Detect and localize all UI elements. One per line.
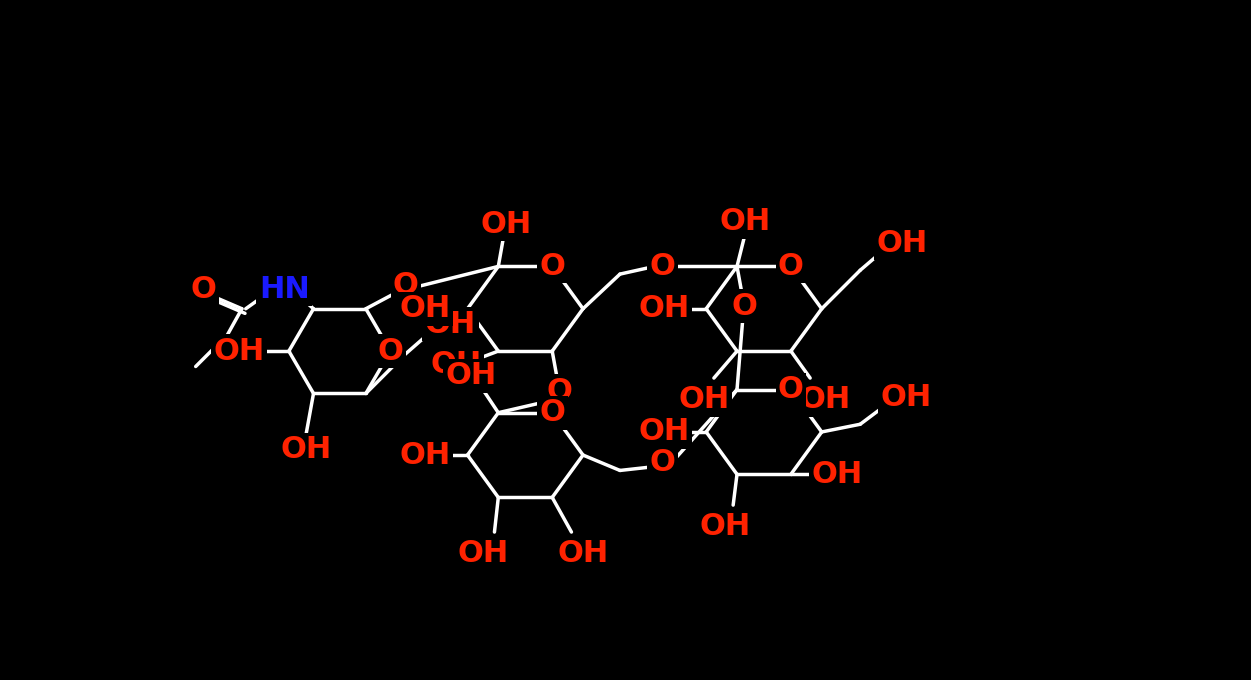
Text: HN: HN bbox=[259, 275, 309, 304]
Text: OH: OH bbox=[480, 209, 532, 239]
Text: OH: OH bbox=[877, 228, 928, 258]
Text: O: O bbox=[649, 448, 676, 477]
Text: O: O bbox=[539, 252, 565, 281]
Text: OH: OH bbox=[638, 418, 689, 447]
Text: OH: OH bbox=[213, 337, 264, 366]
Text: OH: OH bbox=[558, 539, 609, 568]
Text: OH: OH bbox=[678, 385, 729, 414]
Text: OH: OH bbox=[280, 435, 332, 464]
Text: OH: OH bbox=[445, 361, 497, 390]
Text: O: O bbox=[649, 252, 676, 281]
Text: O: O bbox=[190, 275, 216, 304]
Text: O: O bbox=[732, 292, 758, 321]
Text: O: O bbox=[547, 377, 573, 406]
Text: O: O bbox=[539, 398, 565, 427]
Text: OH: OH bbox=[812, 460, 863, 489]
Text: O: O bbox=[393, 271, 419, 300]
Text: OH: OH bbox=[399, 441, 450, 470]
Text: OH: OH bbox=[430, 350, 482, 379]
Text: OH: OH bbox=[699, 512, 751, 541]
Text: O: O bbox=[378, 337, 403, 366]
Text: OH: OH bbox=[399, 294, 450, 323]
Text: OH: OH bbox=[881, 383, 932, 412]
Text: O: O bbox=[778, 252, 804, 281]
Text: OH: OH bbox=[638, 294, 689, 323]
Text: OH: OH bbox=[719, 207, 771, 236]
Text: OH: OH bbox=[425, 309, 477, 339]
Text: OH: OH bbox=[799, 385, 851, 414]
Text: OH: OH bbox=[458, 539, 508, 568]
Text: O: O bbox=[778, 375, 804, 404]
